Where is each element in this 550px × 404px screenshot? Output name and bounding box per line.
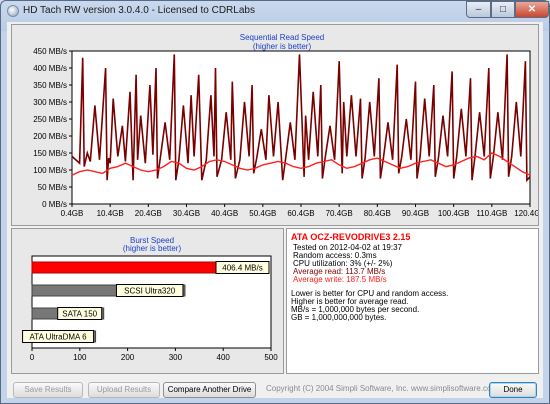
read-chart-title: Sequential Read Speed [239,33,325,42]
bar-label-box [57,307,103,320]
upload-results-button[interactable]: Upload Results [88,382,160,398]
bar-label-box [22,330,95,343]
results-info-panel: ATA OCZ-REVODRIVE3 2.15 Tested on 2012-0… [286,228,539,374]
maximize-button[interactable]: □ [491,1,515,18]
title-bar[interactable]: HD Tach RW version 3.0.4.0 - Licensed to… [1,1,549,21]
x-tick-label: 90.4GB [402,209,429,218]
burst-bar-reference [31,284,186,297]
x-tick-label: 0 [30,353,35,362]
x-tick-label: 70.4GB [326,209,353,218]
x-tick-label: 0.4GB [61,209,84,218]
compare-drive-button[interactable]: Compare Another Drive [163,382,256,398]
burst-speed-panel: Burst Speed (higher is better) 0 100 200 30… [11,228,284,374]
read-chart-plot: 0 MB/s 50 MB/s 100 MB/s 150 MB/s 200 MB/s 250… [33,47,538,218]
bar-label: ATA UltraDMA 6 [30,333,88,342]
done-button[interactable]: Done [489,382,537,398]
x-tick-label: 300 [169,353,183,362]
read-series-line [71,54,531,183]
bar-label: 406.4 MB/s [222,264,262,273]
close-button[interactable]: ✕ [515,1,549,18]
note-line: MB/s = 1,000,000 bytes per second. [291,305,420,314]
y-tick-label: 0 MB/s [42,200,67,209]
x-tick-label: 100.4GB [438,209,470,218]
burst-chart-title: Burst Speed [129,236,175,245]
x-tick-label: 100 [73,353,87,362]
bar-label: SCSI Ultra320 [124,287,176,296]
disk-icon [7,5,19,17]
y-tick-label: 300 MB/s [33,98,67,107]
random-access: Random access: 0.3ms [293,251,377,260]
y-tick-label: 450 MB/s [33,47,67,56]
minimize-button[interactable]: – [466,1,491,18]
x-tick-label: 200 [121,353,135,362]
read-chart-subtitle: (higher is better) [252,42,312,51]
y-tick-label: 250 MB/s [33,115,67,124]
bar-label-box [215,261,270,274]
x-tick-label: 30.4GB [173,209,200,218]
save-results-button[interactable]: Save Results [13,382,83,398]
note-line: Lower is better for CPU and random acces… [291,289,449,298]
x-tick-label: 110.4GB [476,209,507,218]
y-tick-label: 200 MB/s [33,132,67,141]
x-tick-label: 10.4GB [97,209,124,218]
window-title: HD Tach RW version 3.0.4.0 - Licensed to… [23,5,255,16]
y-tick-label: 100 MB/s [33,166,67,175]
burst-bar-drive [31,261,227,274]
y-tick-label: 400 MB/s [33,64,67,73]
client-area: Sequential Read Speed (higher is better)… [7,22,543,398]
drive-name: ATA OCZ-REVODRIVE3 2.15 [291,232,411,242]
burst-chart-plot: 0 100 200 300 400 500 406.4 MB/s SCSI Ultra320 S… [22,255,278,362]
x-tick-label: 20.4GB [135,209,162,218]
x-tick-label: 60.4GB [287,209,314,218]
average-read: Average read: 113.7 MB/s [293,267,386,276]
x-tick-label: 120.4GB [514,209,538,218]
x-tick-label: 80.4GB [364,209,391,218]
cpu-utilization: CPU utilization: 3% (+/- 2%) [293,259,393,268]
x-tick-label: 500 [264,353,278,362]
test-date: Tested on 2012-04-02 at 19:37 [293,243,402,252]
x-tick-label: 40.4GB [211,209,238,218]
note-line: Higher is better for average read. [291,297,409,306]
y-tick-label: 150 MB/s [33,149,67,158]
y-tick-label: 350 MB/s [33,81,67,90]
note-line: GB = 1,000,000,000 bytes. [291,313,387,322]
sequential-read-panel: Sequential Read Speed (higher is better)… [11,24,539,226]
x-tick-label: 50.4GB [249,209,276,218]
x-tick-label: 400 [217,353,231,362]
y-tick-label: 50 MB/s [38,183,67,192]
bar-label: SATA 150 [62,310,97,319]
burst-chart-subtitle: (higher is better) [122,244,182,253]
write-series-line [71,152,531,176]
bar-label-box [115,284,184,297]
average-write: Average write: 187.5 MB/s [293,275,387,284]
copyright-text: Copyright (C) 2004 Simpli Software, Inc.… [266,384,499,393]
